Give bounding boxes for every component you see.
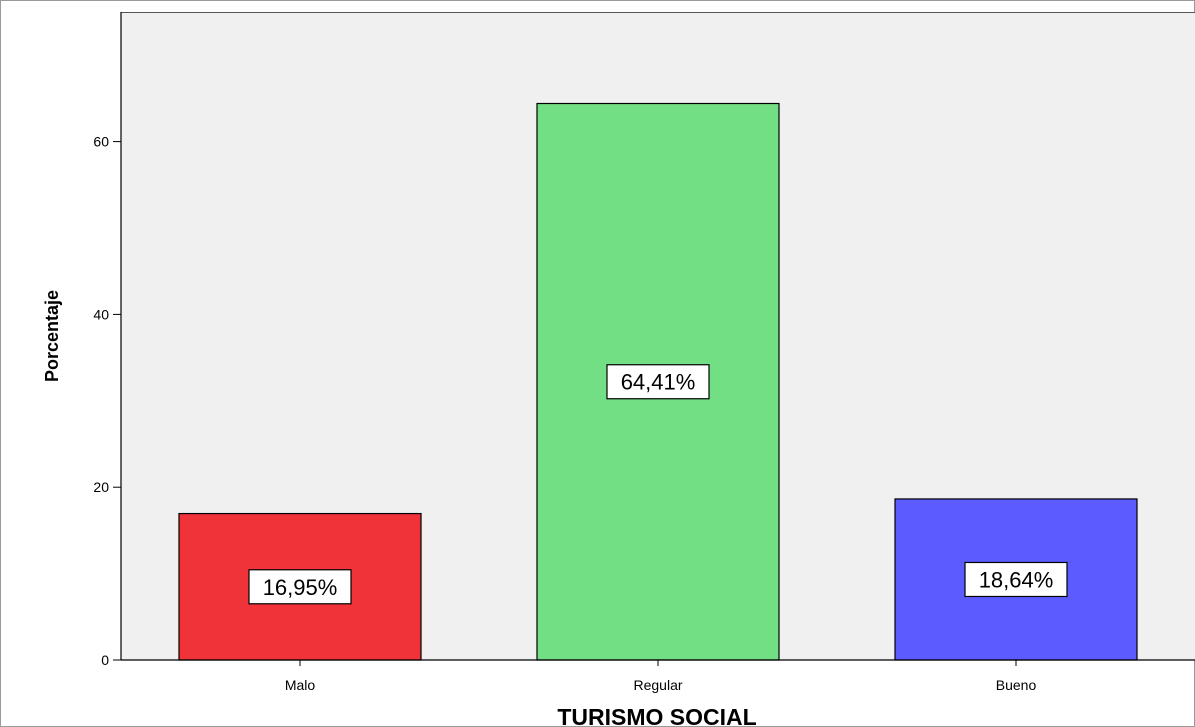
- data-label: 64,41%: [621, 370, 696, 395]
- x-tick-label: Malo: [285, 677, 316, 693]
- x-axis-title: TURISMO SOCIAL: [557, 704, 756, 727]
- x-tick-label: Bueno: [996, 677, 1037, 693]
- y-tick-label: 20: [93, 479, 109, 495]
- y-tick-label: 0: [101, 652, 109, 668]
- x-tick-label: Regular: [633, 677, 682, 693]
- data-label: 16,95%: [263, 575, 338, 600]
- data-label: 18,64%: [979, 567, 1054, 592]
- y-axis-title: Porcentaje: [42, 290, 62, 382]
- y-tick-label: 60: [93, 134, 109, 150]
- y-tick-label: 40: [93, 306, 109, 322]
